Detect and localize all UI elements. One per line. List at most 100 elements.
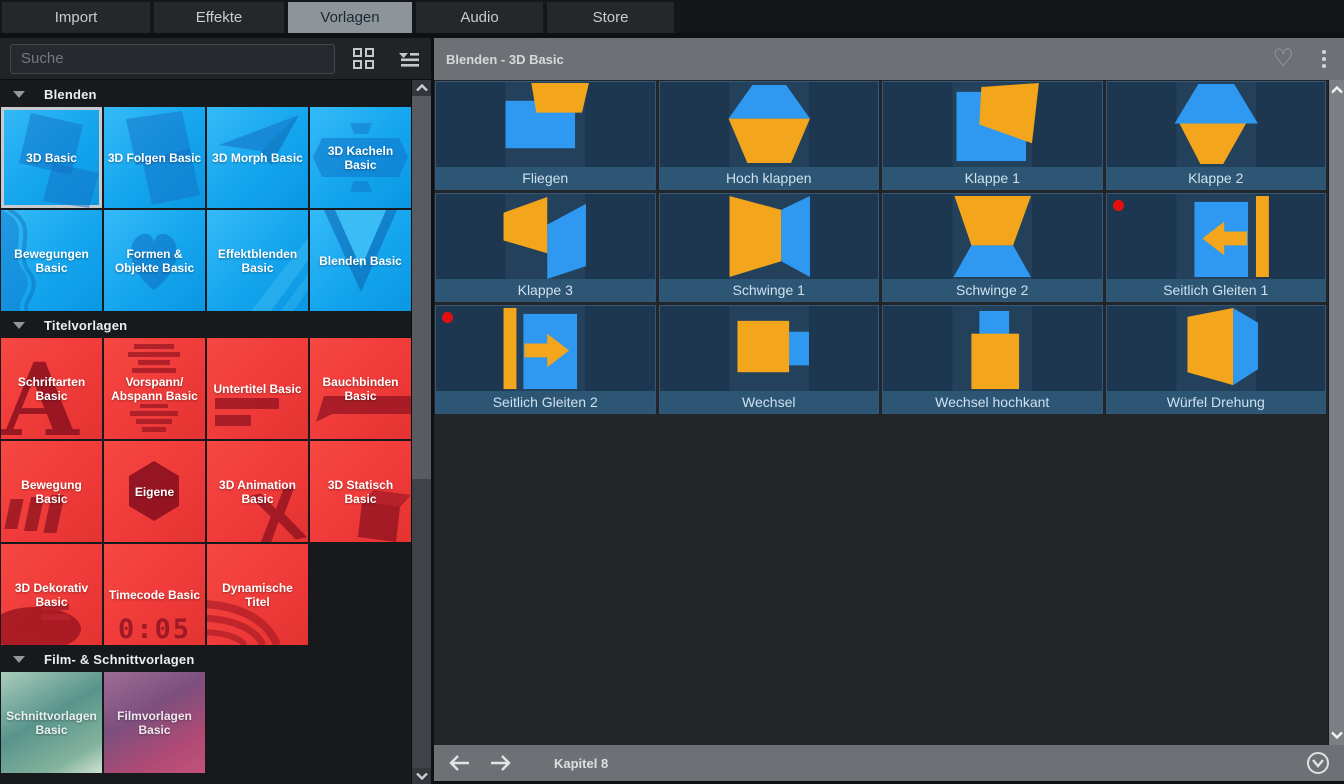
top-tab-bar: Import Effekte Vorlagen Audio Store bbox=[0, 0, 1344, 33]
transition-tile-schwinge-2[interactable]: Schwinge 2 bbox=[882, 193, 1103, 302]
transition-tile-hoch-klappen[interactable]: Hoch klappen bbox=[658, 81, 879, 190]
sidebar-content: Blenden 3D Basic 3D Folgen Basic 3D Morph B… bbox=[0, 80, 431, 784]
transition-tile-klappe-3[interactable]: Klappe 3 bbox=[435, 193, 656, 302]
transition-label: Klappe 1 bbox=[883, 167, 1102, 189]
transition-tile-seitlich-gleiten-2[interactable]: Seitlich Gleiten 2 bbox=[435, 305, 656, 414]
tile-grid-film-schnittvorlagen: Schnittvorlagen Basic Filmvorlagen Basic bbox=[0, 672, 411, 773]
template-tile-timecode-basic[interactable]: 0:05 Timecode Basic bbox=[104, 544, 205, 645]
tab-store[interactable]: Store bbox=[547, 2, 674, 33]
next-chapter-arrow-icon[interactable] bbox=[488, 754, 512, 772]
prev-chapter-arrow-icon[interactable] bbox=[448, 754, 472, 772]
new-marker-dot bbox=[1112, 200, 1124, 211]
tile-artwork bbox=[219, 115, 299, 165]
tab-vorlagen[interactable]: Vorlagen bbox=[288, 2, 412, 33]
tab-import[interactable]: Import bbox=[2, 2, 150, 33]
scroll-up-icon[interactable] bbox=[412, 80, 431, 96]
bottom-edge bbox=[434, 781, 1344, 784]
view-switchers bbox=[353, 47, 421, 70]
template-tile-3d-basic[interactable]: 3D Basic bbox=[1, 107, 102, 208]
template-tile-3d-morph-basic[interactable]: 3D Morph Basic bbox=[207, 107, 308, 208]
new-marker-dot bbox=[442, 312, 453, 323]
transition-tile-klappe-1[interactable]: Klappe 1 bbox=[882, 81, 1103, 190]
template-tile-vorspann-abspann-basic[interactable]: Vorspann/ Abspann Basic bbox=[104, 338, 205, 439]
transition-tile-fliegen[interactable]: Fliegen bbox=[435, 81, 656, 190]
tile-overlay-text: 0:05 bbox=[117, 614, 192, 645]
scroll-down-icon[interactable] bbox=[412, 768, 431, 784]
tile-label: 3D Morph Basic bbox=[212, 150, 303, 165]
transition-label: Klappe 2 bbox=[1106, 167, 1325, 189]
panel-scrollbar[interactable] bbox=[1328, 80, 1344, 745]
template-tile-3d-folgen-basic[interactable]: 3D Folgen Basic bbox=[104, 107, 205, 208]
tile-artwork bbox=[130, 233, 178, 290]
transition-preview bbox=[436, 82, 655, 167]
transition-preview bbox=[660, 82, 879, 167]
template-tile-3d-dekorativ-basic[interactable]: 3D Dekorativ Basic bbox=[1, 544, 102, 645]
template-tile-formen-objekte-basic[interactable]: Formen & Objekte Basic bbox=[104, 210, 205, 311]
section-header-blenden[interactable]: Blenden bbox=[0, 80, 411, 107]
tab-effekte[interactable]: Effekte bbox=[154, 2, 284, 33]
tile-artwork bbox=[128, 344, 180, 432]
template-tile-filmvorlagen-basic[interactable]: Filmvorlagen Basic bbox=[104, 672, 205, 773]
tile-artwork bbox=[324, 210, 397, 292]
tile-artwork bbox=[251, 238, 308, 311]
template-tile-3d-statisch-basic[interactable]: 3D Statisch Basic bbox=[310, 441, 411, 542]
tile-label: Schriftarten Basic bbox=[17, 374, 86, 403]
template-tile-bauchbinden-basic[interactable]: Bauchbinden Basic bbox=[310, 338, 411, 439]
tile-artwork bbox=[1, 210, 36, 311]
transition-preview bbox=[883, 194, 1102, 279]
section-label: Blenden bbox=[44, 87, 97, 102]
transition-label: Fliegen bbox=[436, 167, 655, 189]
template-tile-untertitel-basic[interactable]: Untertitel Basic bbox=[207, 338, 308, 439]
scroll-down-icon[interactable] bbox=[1329, 727, 1344, 743]
template-tile-bewegung-basic[interactable]: Bewegung Basic bbox=[1, 441, 102, 542]
tile-label: 3D Animation Basic bbox=[219, 477, 296, 506]
transition-preview bbox=[1107, 194, 1326, 279]
kebab-menu-icon[interactable] bbox=[1316, 46, 1332, 72]
template-tile-schriftarten-basic[interactable]: A Schriftarten Basic bbox=[1, 338, 102, 439]
collapse-circle-icon[interactable] bbox=[1306, 751, 1330, 775]
template-tile-bewegungen-basic[interactable]: Bewegungen Basic bbox=[1, 210, 102, 311]
section-header-titelvorlagen[interactable]: Titelvorlagen bbox=[0, 311, 411, 338]
transition-tile-wechsel-hochkant[interactable]: Wechsel hochkant bbox=[882, 305, 1103, 414]
template-tile-blenden-basic[interactable]: Blenden Basic bbox=[310, 210, 411, 311]
svg-text:A: A bbox=[1, 341, 80, 439]
tile-artwork bbox=[19, 113, 99, 208]
tab-audio[interactable]: Audio bbox=[416, 2, 543, 33]
template-tile-eigene[interactable]: Eigene bbox=[104, 441, 205, 542]
transition-tile-klappe-2[interactable]: Klappe 2 bbox=[1105, 81, 1326, 190]
tile-label: Untertitel Basic bbox=[213, 381, 302, 396]
template-tile-3d-kacheln-basic[interactable]: 3D Kacheln Basic bbox=[310, 107, 411, 208]
category-title: Blenden - 3D Basic bbox=[446, 51, 564, 67]
tile-label: Bewegung Basic bbox=[21, 477, 82, 506]
tile-label: 3D Basic bbox=[26, 150, 77, 165]
template-tile-effektblenden-basic[interactable]: Effektblenden Basic bbox=[207, 210, 308, 311]
category-list: Blenden 3D Basic 3D Folgen Basic 3D Morph B… bbox=[0, 80, 411, 784]
transition-label: Hoch klappen bbox=[659, 167, 878, 189]
transition-tile-seitlich-gleiten-1[interactable]: Seitlich Gleiten 1 bbox=[1105, 193, 1326, 302]
sidebar-scrollbar[interactable] bbox=[411, 80, 431, 784]
grid-view-icon[interactable] bbox=[353, 47, 375, 70]
transitions-body: Fliegen Hoch klappen Klappe 1 Klappe 2 Klapp… bbox=[434, 80, 1344, 745]
search-input[interactable] bbox=[10, 43, 335, 74]
template-tile-dynamische-titel[interactable]: Dynamische Titel bbox=[207, 544, 308, 645]
transitions-grid: Fliegen Hoch klappen Klappe 1 Klappe 2 Klapp… bbox=[434, 80, 1328, 745]
section-header-film-schnittvorlagen[interactable]: Film- & Schnittvorlagen bbox=[0, 645, 411, 672]
scroll-up-icon[interactable] bbox=[1329, 82, 1344, 98]
transition-preview bbox=[436, 306, 655, 391]
template-tile-3d-animation-basic[interactable]: X 3D Animation Basic bbox=[207, 441, 308, 542]
transitions-panel: Blenden - 3D Basic ♡ Fliegen Hoch klappen… bbox=[434, 38, 1344, 784]
section-expander-icon bbox=[13, 656, 25, 663]
sidebar-scrollbar-thumb[interactable] bbox=[412, 96, 431, 479]
tile-label: Formen & Objekte Basic bbox=[114, 246, 195, 275]
section-expander-icon bbox=[13, 91, 25, 98]
list-view-icon[interactable] bbox=[397, 48, 421, 70]
tile-label: Bewegungen Basic bbox=[14, 246, 89, 275]
transition-label: Schwinge 1 bbox=[659, 279, 878, 301]
transition-preview bbox=[1107, 306, 1326, 391]
template-tile-schnittvorlagen-basic[interactable]: Schnittvorlagen Basic bbox=[1, 672, 102, 773]
transition-tile-schwinge-1[interactable]: Schwinge 1 bbox=[658, 193, 879, 302]
transition-tile-wechsel[interactable]: Wechsel bbox=[658, 305, 879, 414]
transition-preview bbox=[883, 306, 1102, 391]
transition-tile-würfel-drehung[interactable]: Würfel Drehung bbox=[1105, 305, 1326, 414]
favorite-heart-icon[interactable]: ♡ bbox=[1272, 45, 1294, 72]
